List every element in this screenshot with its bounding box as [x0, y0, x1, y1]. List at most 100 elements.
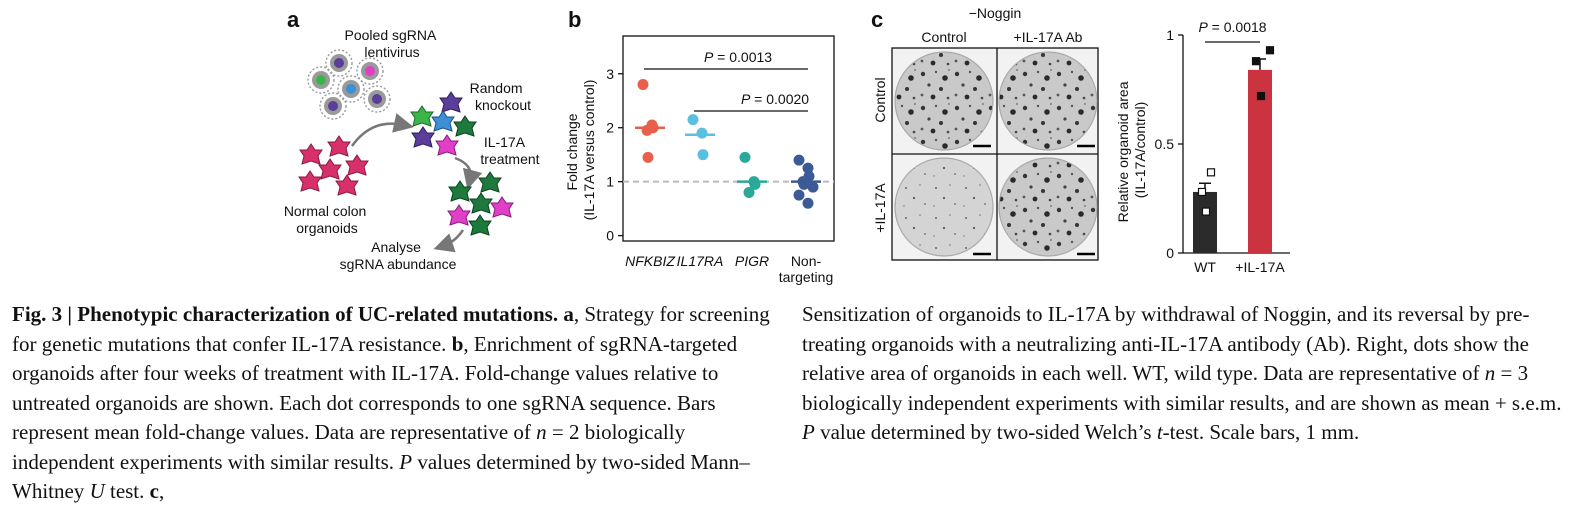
panel-b-plot-frame	[622, 35, 835, 242]
data-point	[637, 79, 649, 91]
caption-panel-c-text: ,	[158, 479, 165, 503]
x-tick-label: Non-	[791, 253, 822, 269]
y-tick-label: 0.5	[1155, 136, 1175, 152]
caption-p-variable: P	[399, 449, 413, 474]
caption-right-text-2: = 3 biologically independent experiments…	[802, 361, 1562, 415]
il17a-treatment-label: IL-17A treatment	[480, 134, 539, 167]
organoid	[411, 126, 435, 148]
caption-panel-a-text: , Strategy for screening for genetic mut…	[12, 302, 770, 356]
caption-n-variable: n	[536, 420, 547, 444]
data-point	[802, 197, 814, 209]
data-point	[793, 154, 805, 166]
virus-particle	[319, 92, 347, 120]
organoid	[431, 110, 455, 132]
bar	[1248, 69, 1272, 253]
organoid	[439, 91, 463, 113]
virus-particle	[363, 85, 391, 113]
data-point	[743, 186, 755, 198]
well-image-il17a-control	[894, 157, 994, 257]
data-point	[739, 151, 751, 163]
virus-particle	[356, 57, 384, 85]
data-point	[1197, 187, 1207, 197]
y-tick-label: 0	[606, 228, 614, 244]
panel-b-marks: NFKBIZ IL17RA PIGR Non-targeting P = 0.0013 P…	[623, 49, 834, 285]
caption-panel-c-letter: c	[149, 479, 159, 503]
figure-number: Fig. 3	[12, 302, 63, 326]
random-knockout-label: Random knockout	[470, 80, 532, 113]
caption-u-text: test.	[104, 479, 150, 503]
organoid	[335, 174, 359, 196]
x-tick-label: +IL-17A	[1235, 259, 1285, 275]
virus-particle	[337, 75, 365, 103]
panel-b-y-axis: 0 1 2 3	[606, 66, 623, 244]
caption-panel-b-text: , Enrichment of sgRNA-targeted organoids…	[12, 331, 738, 445]
data-point	[1251, 57, 1261, 66]
bar	[1193, 191, 1217, 253]
data-point	[1256, 91, 1266, 101]
panel-a-letter: a	[287, 7, 300, 32]
data-point	[802, 162, 814, 174]
arrow-treatment	[454, 156, 483, 190]
comparison-p-value: P = 0.0018	[1198, 19, 1266, 35]
caption-left: Fig. 3 | Phenotypic characterization of …	[12, 300, 782, 507]
organoid	[345, 154, 369, 176]
arrow-analyse	[433, 229, 465, 253]
organoid	[447, 204, 471, 226]
comparison-p-value: P = 0.0013	[704, 49, 772, 65]
x-tick-label: IL17RA	[677, 253, 724, 269]
caption-u-variable: U	[89, 479, 105, 503]
pooled-label: Pooled sgRNA lentivirus	[345, 27, 440, 60]
col-label-control: Control	[921, 29, 966, 45]
data-point	[642, 151, 654, 163]
panel-c-letter: c	[871, 7, 883, 32]
x-tick-label: PIGR	[735, 253, 769, 269]
organoid	[490, 196, 514, 218]
well-image-control-control	[894, 51, 994, 151]
caption-right: Sensitization of organoids to IL-17A by …	[802, 300, 1572, 448]
caption-right-text-1: Sensitization of organoids to IL-17A by …	[802, 302, 1530, 385]
data-point	[1201, 207, 1211, 216]
panel-b: b Fold change (IL-17A versus control) 0 1…	[564, 7, 835, 285]
organoid	[299, 143, 323, 165]
panel-c: c −Noggin Control +IL-17A Ab Control +IL…	[871, 5, 1290, 275]
x-tick-label: NFKBIZ	[625, 253, 675, 269]
panel-b-letter: b	[568, 7, 581, 32]
virus-cluster	[307, 49, 391, 120]
organoid	[318, 158, 342, 180]
comparison-p-value: P = 0.0020	[741, 91, 809, 107]
caption-right-text-3: value determined by two-sided Welch’s	[814, 420, 1157, 444]
well-image-il17a-ab	[998, 157, 1098, 257]
organoid	[327, 135, 351, 157]
y-tick-label: 2	[606, 120, 614, 136]
y-tick-label: 1	[1166, 27, 1174, 43]
caption-right-n-variable: n	[1484, 361, 1496, 385]
y-tick-label: 1	[606, 174, 614, 190]
caption-panel-a-letter: a	[558, 302, 574, 326]
col-label-il17a-ab: +IL-17A Ab	[1014, 29, 1083, 45]
surviving-organoid-cluster	[447, 171, 514, 236]
normal-organoids-label: Normal colon organoids	[284, 203, 370, 236]
caption-right-text-4: -test. Scale bars, 1 mm.	[1162, 420, 1360, 444]
panel-c-bar-ylabel: Relative organoid area (IL-17A/control)	[1115, 78, 1148, 223]
data-point	[807, 181, 819, 193]
organoid	[448, 180, 472, 202]
data-point	[687, 114, 699, 126]
virus-particle	[307, 66, 335, 94]
y-tick-label: 0	[1166, 245, 1174, 261]
caption-separator: |	[62, 302, 78, 326]
figure-title: Phenotypic characterization of UC-relate…	[77, 302, 559, 326]
data-point	[697, 149, 709, 161]
organoid	[469, 192, 493, 214]
data-point	[793, 189, 805, 201]
caption-right-t-variable: t	[1156, 420, 1163, 444]
row-label-il17a: +IL-17A	[872, 183, 888, 233]
caption-p-text: values determined by two-sided Mann–Whit…	[12, 449, 750, 504]
organoid	[453, 115, 477, 137]
organoid	[410, 105, 434, 127]
analyse-label: Analyse sgRNA abundance	[340, 239, 457, 272]
figure-3: a Pooled sgRNA lentivirus	[284, 5, 1290, 285]
panel-a: a Pooled sgRNA lentivirus	[284, 7, 540, 272]
panel-b-ylabel: Fold change (IL-17A versus control)	[564, 80, 597, 221]
normal-organoid-cluster	[298, 135, 369, 196]
data-point	[696, 127, 708, 139]
